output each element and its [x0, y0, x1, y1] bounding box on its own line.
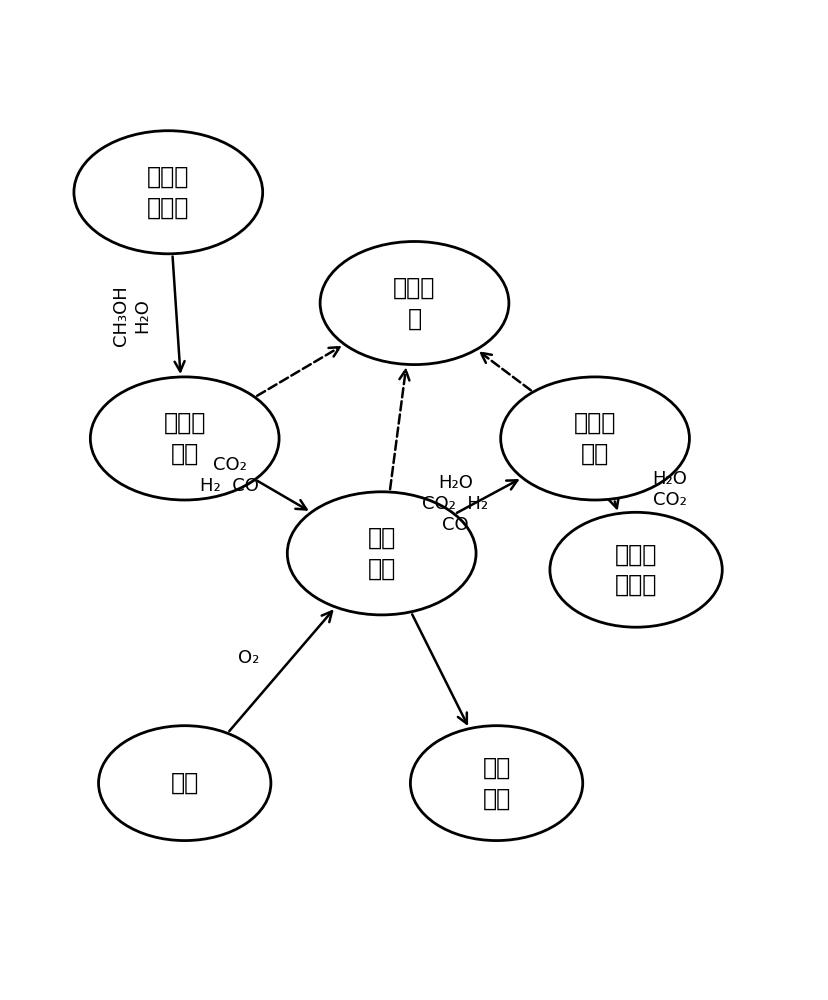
- Text: CO₂
H₂  CO: CO₂ H₂ CO: [200, 456, 259, 495]
- Text: CH₃OH
H₂O: CH₃OH H₂O: [112, 285, 151, 346]
- Text: 电堆
反应: 电堆 反应: [367, 526, 395, 581]
- Text: 重整室
反应: 重整室 反应: [163, 411, 205, 466]
- Ellipse shape: [99, 726, 271, 841]
- Text: 水和二
氧化碳: 水和二 氧化碳: [614, 542, 657, 597]
- Ellipse shape: [500, 377, 689, 500]
- Text: 释放
电能: 释放 电能: [482, 756, 510, 810]
- Text: O₂: O₂: [238, 649, 259, 667]
- Text: 热交换
器: 热交换 器: [392, 276, 436, 330]
- Ellipse shape: [410, 726, 582, 841]
- Text: H₂O
CO₂  H₂
CO: H₂O CO₂ H₂ CO: [422, 474, 488, 534]
- Ellipse shape: [320, 241, 508, 365]
- Text: 燃烧室
反应: 燃烧室 反应: [573, 411, 615, 466]
- Text: 氧气: 氧气: [171, 771, 199, 795]
- Ellipse shape: [287, 492, 475, 615]
- Text: 甲醇水
混合液: 甲醇水 混合液: [147, 165, 190, 220]
- Ellipse shape: [90, 377, 279, 500]
- Text: H₂O
CO₂: H₂O CO₂: [652, 470, 686, 509]
- Ellipse shape: [74, 131, 262, 254]
- Ellipse shape: [549, 512, 721, 627]
